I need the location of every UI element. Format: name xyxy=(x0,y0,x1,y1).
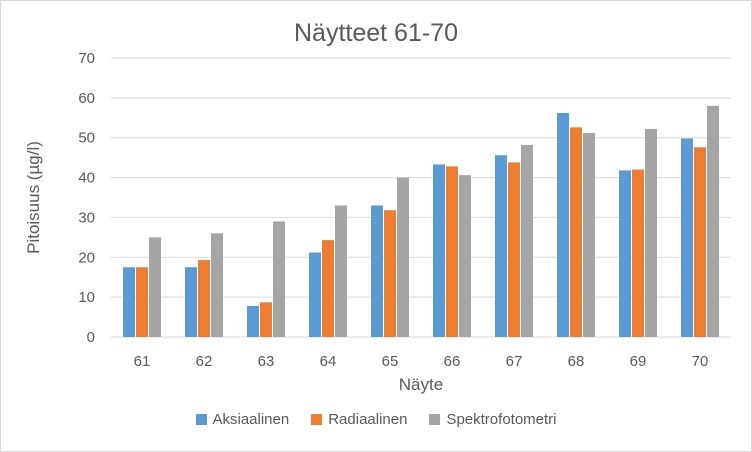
y-tick-label: 20 xyxy=(78,249,95,266)
x-tick-label: 62 xyxy=(196,353,213,370)
legend-item-spektrofotometri: Spektrofotometri xyxy=(429,411,557,428)
legend-label-radiaalinen: Radiaalinen xyxy=(328,411,408,428)
bar-radiaalinen-70 xyxy=(694,147,706,337)
bar-aksiaalinen-61 xyxy=(123,267,135,337)
bar-spektrofotometri-66 xyxy=(459,175,471,337)
bar-radiaalinen-64 xyxy=(322,240,334,337)
y-tick-label: 10 xyxy=(78,289,95,306)
legend-label-aksiaalinen: Aksiaalinen xyxy=(212,411,290,428)
bar-radiaalinen-63 xyxy=(260,302,272,337)
y-tick-label: 50 xyxy=(78,130,95,147)
bar-spektrofotometri-67 xyxy=(521,144,533,337)
x-tick-label: 61 xyxy=(134,353,151,370)
bar-radiaalinen-69 xyxy=(632,169,644,337)
legend-swatch-aksiaalinen xyxy=(195,414,207,425)
bar-aksiaalinen-66 xyxy=(433,164,445,337)
bar-aksiaalinen-63 xyxy=(247,305,259,337)
x-tick-label: 69 xyxy=(630,353,647,370)
x-tick-label: 66 xyxy=(444,353,461,370)
x-tick-label: 63 xyxy=(258,353,275,370)
x-tick-label: 68 xyxy=(568,353,585,370)
chart-title: Näytteet 61-70 xyxy=(294,19,458,47)
bar-aksiaalinen-68 xyxy=(557,113,569,337)
x-axis-title: Näyte xyxy=(399,375,443,394)
x-tick-label: 67 xyxy=(506,353,523,370)
legend-label-spektrofotometri: Spektrofotometri xyxy=(446,411,557,428)
bar-aksiaalinen-67 xyxy=(495,155,507,337)
bar-aksiaalinen-65 xyxy=(371,205,383,337)
bar-spektrofotometri-70 xyxy=(707,105,719,337)
bar-spektrofotometri-61 xyxy=(149,237,161,337)
bar-radiaalinen-68 xyxy=(570,127,582,337)
bar-radiaalinen-67 xyxy=(508,162,520,337)
bar-aksiaalinen-64 xyxy=(309,252,321,337)
bar-radiaalinen-66 xyxy=(446,166,458,337)
legend-item-aksiaalinen: Aksiaalinen xyxy=(195,411,290,428)
x-tick-label: 65 xyxy=(382,353,399,370)
y-tick-label: 70 xyxy=(78,50,95,67)
legend: Aksiaalinen Radiaalinen Spektrofotometri xyxy=(1,411,751,428)
bar-spektrofotometri-69 xyxy=(645,128,657,337)
y-tick-label: 0 xyxy=(87,329,95,346)
bar-spektrofotometri-64 xyxy=(335,205,347,337)
y-axis-title: Pitoisuus (µg/l) xyxy=(24,141,43,254)
y-tick-label: 40 xyxy=(78,170,95,187)
bar-spektrofotometri-63 xyxy=(273,221,285,337)
bar-spektrofotometri-65 xyxy=(397,177,409,337)
y-tick-label: 60 xyxy=(78,90,95,107)
x-tick-label: 64 xyxy=(320,353,337,370)
bar-radiaalinen-61 xyxy=(136,267,148,337)
x-tick-label: 70 xyxy=(692,353,709,370)
bar-radiaalinen-65 xyxy=(384,210,396,337)
bar-aksiaalinen-70 xyxy=(681,138,693,337)
legend-swatch-spektrofotometri xyxy=(429,414,441,425)
bar-spektrofotometri-68 xyxy=(583,132,595,337)
bar-spektrofotometri-62 xyxy=(211,233,223,337)
legend-item-radiaalinen: Radiaalinen xyxy=(311,411,407,428)
bar-aksiaalinen-62 xyxy=(185,267,197,337)
bar-radiaalinen-62 xyxy=(198,260,210,337)
bar-aksiaalinen-69 xyxy=(619,170,631,337)
y-tick-label: 30 xyxy=(78,209,95,226)
legend-swatch-radiaalinen xyxy=(311,414,323,425)
